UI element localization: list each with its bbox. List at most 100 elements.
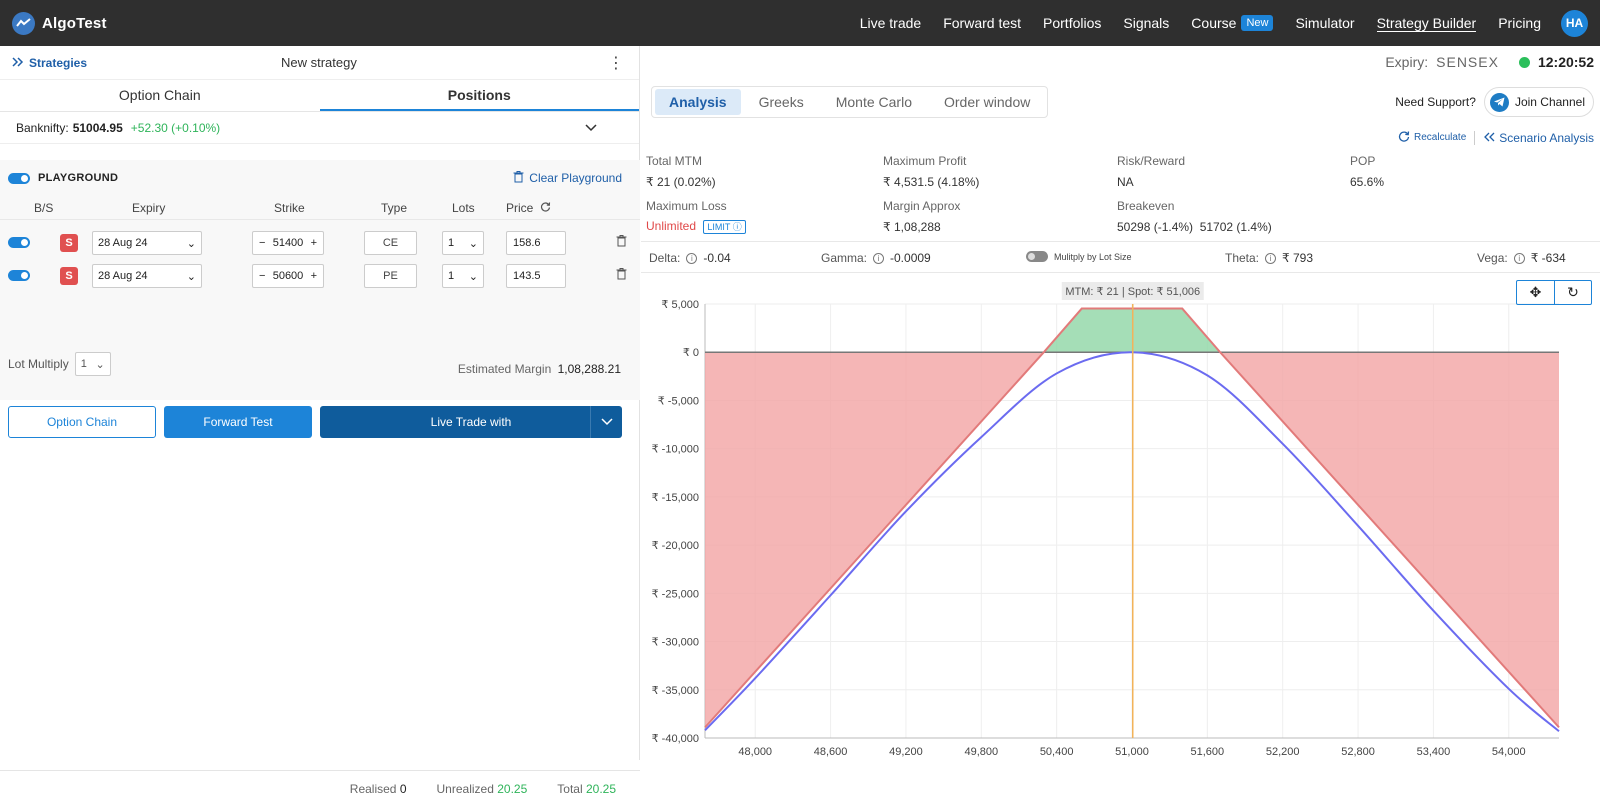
sell-badge[interactable]: S: [60, 234, 78, 252]
chevron-down-icon: ⌄: [186, 237, 196, 250]
greek-gamma: Gamma: i -0.0009: [821, 251, 931, 265]
sell-badge[interactable]: S: [60, 267, 78, 285]
tab-greeks[interactable]: Greeks: [758, 94, 804, 110]
lot-multiply-label: Lot Multiply: [8, 357, 69, 371]
nav-strategy-builder[interactable]: Strategy Builder: [1376, 14, 1477, 32]
plus-icon[interactable]: +: [310, 237, 317, 249]
playground-toggle[interactable]: [8, 172, 30, 184]
clear-playground-label: Clear Playground: [529, 171, 622, 185]
limit-label: LIMIT: [707, 222, 731, 232]
forward-test-button[interactable]: Forward Test: [164, 406, 312, 438]
multiply-lot-toggle[interactable]: [1026, 251, 1048, 262]
clock: 12:20:52: [1537, 54, 1594, 70]
delete-leg-icon[interactable]: [616, 235, 627, 250]
telegram-icon: [1489, 92, 1509, 112]
leg-expiry-select[interactable]: 28 Aug 24 ⌄: [92, 264, 202, 288]
info-icon[interactable]: i: [873, 252, 885, 264]
minus-icon[interactable]: −: [259, 237, 266, 249]
tab-order-window[interactable]: Order window: [943, 94, 1031, 110]
margin-value: ₹ 1,08,288: [883, 220, 941, 234]
leg-type[interactable]: PE: [364, 264, 417, 288]
live-trade-button[interactable]: Live Trade with: [320, 406, 622, 438]
payoff-chart-svg[interactable]: MTM: ₹ 21 | Spot: ₹ 51,006 ₹ 5,000 ₹ 0 ₹ -5…: [641, 274, 1600, 760]
refresh-icon[interactable]: [540, 201, 551, 215]
reset-zoom-icon[interactable]: ↻: [1554, 281, 1591, 304]
info-icon[interactable]: i: [1265, 252, 1277, 264]
chevron-down-icon: ⌄: [95, 358, 105, 371]
nav-portfolios[interactable]: Portfolios: [1043, 15, 1102, 31]
info-icon[interactable]: i: [1513, 252, 1525, 264]
leg-strike-stepper[interactable]: − 51400 +: [252, 231, 324, 255]
analysis-tabs: Analysis Greeks Monte Carlo Order window: [651, 86, 1049, 118]
expiry-label: Expiry:: [1385, 54, 1429, 70]
support: Need Support? Join Channel: [1395, 87, 1594, 117]
recalculate-button[interactable]: Recalculate: [1398, 130, 1466, 145]
total-label: Total: [557, 781, 583, 796]
nav-signals[interactable]: Signals: [1123, 15, 1170, 31]
breakeven-label: Breakeven: [1117, 199, 1175, 213]
max-profit-label: Maximum Profit: [883, 154, 967, 168]
tab-positions[interactable]: Positions: [319, 80, 639, 111]
x-tick-label: 54,000: [1492, 746, 1526, 758]
strategy-title[interactable]: New strategy: [281, 55, 357, 70]
clear-playground-button[interactable]: Clear Playground: [513, 170, 622, 186]
index-change: +52.30 (+0.10%): [130, 120, 221, 135]
leg-toggle[interactable]: [8, 270, 30, 281]
leg-type[interactable]: CE: [364, 231, 417, 255]
leg-toggle[interactable]: [8, 237, 30, 248]
nav-live-trade[interactable]: Live trade: [859, 15, 922, 31]
user-avatar[interactable]: HA: [1561, 9, 1588, 37]
brand-logo[interactable]: AlgoTest: [12, 11, 107, 35]
greek-vega: Vega: i ₹ -634: [1477, 251, 1566, 265]
total-value: 20.25: [585, 781, 616, 796]
theta-label: Theta:: [1225, 251, 1260, 265]
multiply-lot-size: Mulitply by Lot Size: [1026, 251, 1132, 262]
plus-icon[interactable]: +: [310, 270, 317, 282]
nav-simulator[interactable]: Simulator: [1295, 15, 1355, 31]
recalculate-label: Recalculate: [1414, 132, 1467, 143]
expiry-payoff-line: [704, 307, 1560, 729]
leg-expiry-select[interactable]: 28 Aug 24 ⌄: [92, 231, 202, 255]
tab-analysis[interactable]: Analysis: [655, 89, 741, 115]
leg-lots-select[interactable]: 1 ⌄: [442, 264, 484, 288]
tab-option-chain[interactable]: Option Chain: [118, 87, 201, 103]
estimated-margin: Estimated Margin 1,08,288.21: [458, 362, 621, 376]
nav-forward-test[interactable]: Forward test: [943, 15, 1022, 31]
strategies-link[interactable]: Strategies: [12, 56, 87, 70]
minus-icon[interactable]: −: [259, 270, 266, 282]
playground-label: PLAYGROUND: [38, 172, 119, 184]
nav-course[interactable]: Course New: [1191, 15, 1274, 31]
index-selector[interactable]: Banknifty: 51004.95 +52.30 (+0.10%): [0, 112, 639, 144]
stat-breakeven: Breakeven 50298 (-1.4%) 51702 (1.4%): [1117, 199, 1272, 234]
leg-lots-select[interactable]: 1 ⌄: [442, 231, 484, 255]
scenario-analysis-button[interactable]: Scenario Analysis: [1483, 131, 1594, 145]
strategy-header: Strategies New strategy ⋮: [0, 46, 639, 80]
nav-pricing[interactable]: Pricing: [1498, 15, 1541, 31]
join-channel-button[interactable]: Join Channel: [1483, 87, 1594, 117]
leg-price-input[interactable]: 143.5: [506, 264, 566, 288]
col-expiry: Expiry: [132, 200, 166, 215]
realised: Realised 0: [350, 782, 407, 796]
gamma-value: -0.0009: [890, 251, 931, 265]
col-bs: B/S: [34, 200, 54, 215]
lot-multiply-value: 1: [80, 358, 87, 370]
tooltip-box: [1061, 282, 1204, 300]
x-tick-label: 53,400: [1417, 746, 1451, 758]
leg-price-input[interactable]: 158.6: [506, 231, 566, 255]
tab-monte-carlo[interactable]: Monte Carlo: [835, 94, 912, 110]
delete-leg-icon[interactable]: [616, 268, 627, 283]
y-tick-label: ₹ -25,000: [652, 588, 699, 600]
limit-button[interactable]: LIMIT ⓘ: [703, 220, 746, 234]
leg-strike-stepper[interactable]: − 50600 +: [252, 264, 324, 288]
col-type: Type: [381, 200, 408, 215]
y-tick-label: ₹ -35,000: [652, 685, 699, 697]
option-chain-button[interactable]: Option Chain: [8, 406, 156, 438]
est-margin-label: Estimated Margin: [457, 362, 552, 376]
y-tick-label: ₹ -30,000: [652, 637, 699, 649]
info-icon[interactable]: i: [686, 252, 698, 264]
more-options-icon[interactable]: ⋮: [608, 54, 624, 72]
chevron-down-icon[interactable]: [590, 406, 622, 438]
live-trade-label: Live Trade with: [430, 415, 512, 429]
lot-multiply-select[interactable]: 1 ⌄: [74, 352, 111, 376]
pan-icon[interactable]: ✥: [1529, 284, 1542, 300]
